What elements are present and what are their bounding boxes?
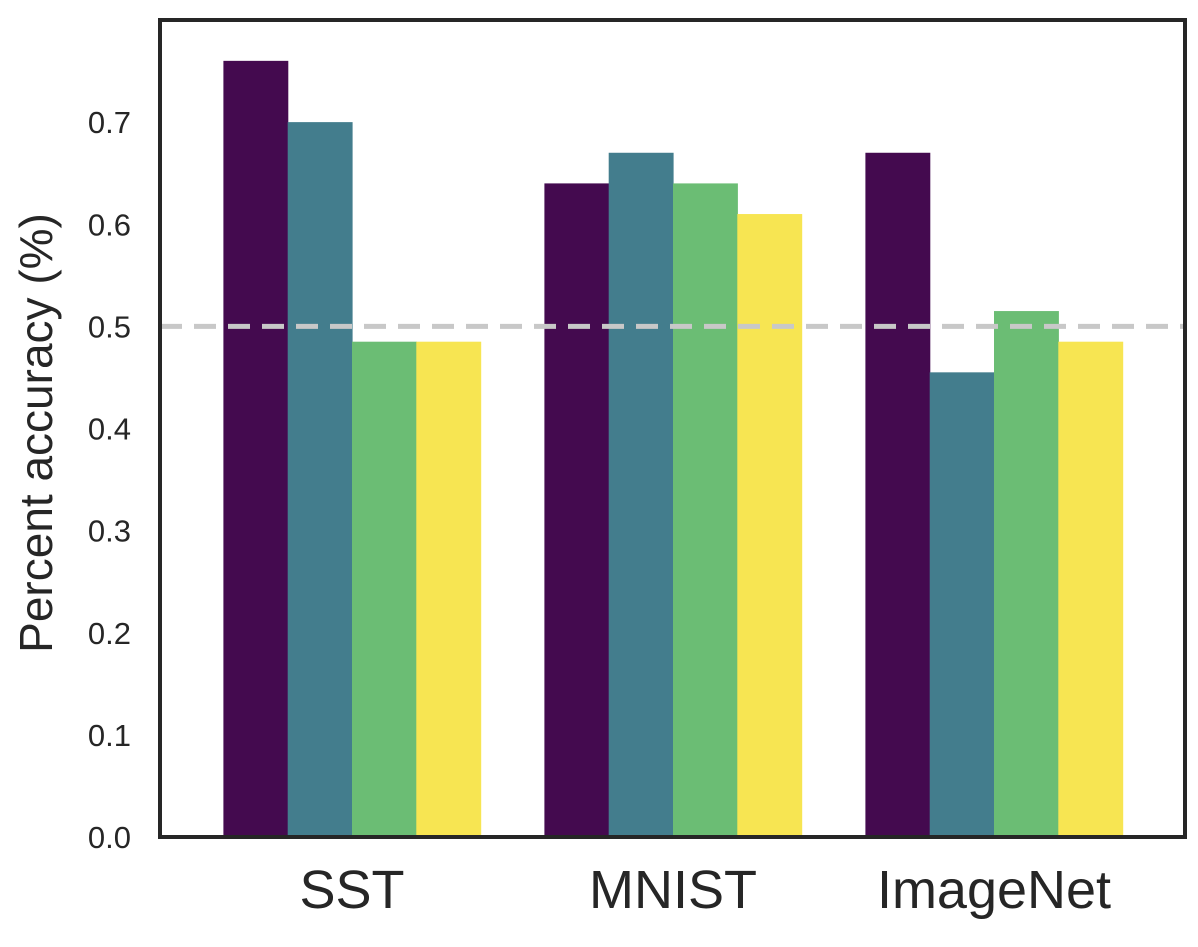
y-tick-label: 0.6: [88, 207, 131, 242]
x-tick-label: MNIST: [589, 860, 757, 920]
y-tick-label: 0.5: [88, 309, 131, 344]
x-tick-labels: SST MNIST ImageNet: [299, 860, 1111, 920]
bar-imagenet-series-4: [1058, 341, 1124, 837]
bar-mnist-series-3: [673, 183, 738, 837]
bar-sst-series-4: [416, 341, 482, 837]
x-tick-label: SST: [299, 860, 404, 920]
bar-sst-series-3: [352, 341, 417, 837]
y-tick-labels: 0.0 0.1 0.2 0.3 0.4 0.5 0.6 0.7: [88, 105, 131, 855]
bar-imagenet-series-1: [865, 152, 931, 837]
y-tick-label: 0.7: [88, 105, 131, 140]
y-axis-label: Percent accuracy (%): [10, 213, 62, 653]
y-tick-label: 0.2: [88, 616, 131, 651]
bar-mnist-series-1: [544, 183, 610, 837]
plot-frame: [158, 18, 1187, 839]
bar-sst-series-1: [223, 60, 289, 838]
bar-imagenet-series-3: [994, 311, 1059, 837]
bar-imagenet-series-2: [929, 372, 995, 837]
bar-sst-series-2: [287, 122, 353, 837]
y-tick-label: 0.3: [88, 514, 131, 549]
y-tick-label: 0.4: [88, 412, 131, 447]
x-tick-label: ImageNet: [877, 860, 1111, 920]
bar-mnist-series-4: [737, 214, 803, 838]
bar-mnist-series-2: [608, 152, 674, 837]
y-tick-label: 0.0: [88, 820, 131, 855]
y-tick-label: 0.1: [88, 718, 131, 753]
bars-layer: [223, 60, 1124, 838]
